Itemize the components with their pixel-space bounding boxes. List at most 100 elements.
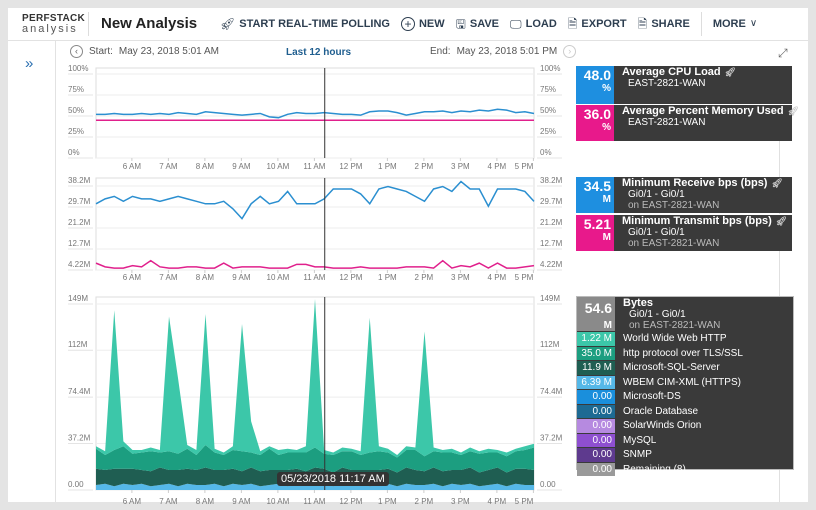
rocket-icon: 🚀︎ [220, 17, 236, 31]
legend-name: Bytes [623, 297, 653, 309]
legend-node: on EAST-2821-WAN [628, 238, 720, 249]
legend-row[interactable]: 0.00 MySQL [577, 432, 793, 447]
x-tick-label: 3 PM [451, 162, 470, 171]
rocket-icon[interactable]: 🚀︎ [724, 67, 737, 77]
divider [700, 12, 702, 36]
x-tick-label: 10 AM [267, 273, 290, 282]
collapse-icon[interactable]: ⤢ [778, 46, 788, 60]
legend-receive[interactable]: 34.5 M Minimum Receive bps (bps) 🚀︎ Gi0/1 -… [576, 177, 792, 213]
legend-row[interactable]: 0.00 Oracle Database [577, 403, 793, 418]
y-tick-label: 0% [68, 148, 80, 157]
divider [779, 66, 780, 502]
row-label: SolarWinds Orion [623, 420, 702, 431]
row-label: Remaining (8) [623, 463, 686, 475]
legend-name: Minimum Transmit bps (bps) [622, 215, 772, 227]
legend-unit: M [602, 232, 611, 243]
x-tick-label: 12 PM [339, 162, 362, 171]
legend-row[interactable]: 11.9 M Microsoft-SQL-Server [577, 360, 793, 375]
rocket-icon[interactable]: 🚀︎ [787, 106, 800, 116]
chevron-right-icon[interactable]: › [563, 45, 577, 58]
legend-interface: Gi0/1 - Gi0/1 [628, 189, 685, 200]
more-button[interactable]: MORE ∨ [713, 18, 757, 30]
start-time: ‹ Start: May 23, 2018 5:01 AM [70, 45, 219, 58]
x-tick-label: 7 AM [159, 162, 178, 171]
plus-circle-icon: + [400, 17, 415, 31]
y-tick-label-right: 12.7M [540, 239, 563, 248]
y-tick-label: 4.22M [68, 260, 91, 269]
start-label: Start: [89, 46, 113, 57]
y-tick-label-right: 74.4M [540, 387, 563, 396]
start-polling-button[interactable]: 🚀︎ START REAL-TIME POLLING [220, 18, 390, 30]
line-series-minimum-transmit-bps-bps- [95, 259, 535, 269]
x-tick-label: 5 PM [515, 497, 534, 506]
legend-name: Average CPU Load [622, 66, 721, 78]
legend-row[interactable]: 0.00 SolarWinds Orion [577, 418, 793, 433]
legend-value: 48.0 [583, 67, 611, 83]
load-button[interactable]: 🖵︎ LOAD [510, 18, 557, 30]
legend-node: EAST-2821-WAN [628, 78, 706, 89]
rocket-icon[interactable]: 🚀︎ [775, 216, 788, 226]
row-label: SNMP [623, 449, 652, 460]
legend-transmit[interactable]: 5.21 M Minimum Transmit bps (bps) 🚀︎ Gi0/1 … [576, 214, 792, 251]
rocket-icon[interactable]: 🚀︎ [771, 178, 783, 188]
legend-memory[interactable]: 36.0% Average Percent Memory Used 🚀︎ EAST-… [576, 104, 799, 141]
new-button[interactable]: + NEW [400, 17, 445, 31]
legend-bytes[interactable]: 54.6 M Bytes Gi0/1 - Gi0/1 on EAST-2821-WAN… [576, 296, 794, 476]
end-value[interactable]: May 23, 2018 5:01 PM [456, 46, 558, 57]
page-title: New Analysis [101, 15, 198, 32]
button-label: MORE [712, 18, 746, 30]
export-button[interactable]: 🗎︎ EXPORT [568, 18, 627, 30]
share-button[interactable]: 🗎︎ SHARE [638, 18, 690, 30]
expand-sidebar-icon[interactable]: » [25, 55, 34, 72]
legend-row[interactable]: 1.22 M World Wide Web HTTP [577, 331, 793, 346]
legend-unit: M [602, 194, 611, 205]
button-label: LOAD [525, 18, 557, 30]
legend-row[interactable]: 35.0 M http protocol over TLS/SSL [577, 345, 793, 360]
export-icon: 🗎︎ [567, 17, 578, 31]
legend-row[interactable]: 0.00 Remaining (8) [577, 461, 793, 476]
y-tick-label-right: 112M [540, 340, 560, 349]
save-button[interactable]: 🖫︎ SAVE [456, 18, 499, 30]
y-tick-label-right: 21.2M [540, 218, 563, 227]
legend-row[interactable]: 6.39 M WBEM CIM-XML (HTTPS) [577, 374, 793, 389]
plot-area [95, 177, 535, 271]
x-tick-label: 10 AM [267, 162, 290, 171]
x-tick-label: 5 PM [515, 273, 534, 282]
y-tick-label: 112M [68, 340, 88, 349]
legend-row[interactable]: 0.00 Microsoft-DS [577, 389, 793, 404]
chevron-left-icon[interactable]: ‹ [70, 45, 83, 58]
legend-unit: % [602, 83, 611, 94]
y-tick-label: 74.4M [68, 387, 91, 396]
y-tick-label-right: 4.22M [540, 260, 563, 269]
x-tick-label: 4 PM [488, 273, 507, 282]
button-label: SHARE [651, 18, 690, 30]
row-label: MySQL [623, 434, 657, 446]
y-tick-label: 100% [68, 64, 88, 73]
y-tick-label-right: 0.00 [540, 480, 556, 489]
row-value: 11.9 M [577, 361, 615, 375]
line-series-minimum-receive-bps-bps- [95, 180, 535, 220]
legend-value-box: 5.21 M [576, 215, 614, 251]
x-tick-label: 6 AM [123, 273, 142, 282]
y-tick-label: 38.2M [68, 176, 91, 185]
legend-value-box: 34.5 M [576, 177, 614, 213]
legend-cpu[interactable]: 48.0% Average CPU Load 🚀︎ EAST-2821-WAN [576, 66, 792, 106]
legend-name: Minimum Receive bps (bps) [622, 177, 768, 189]
legend-node: on EAST-2821-WAN [628, 200, 720, 211]
area-series-world-wide-web-http [96, 299, 534, 458]
x-tick-label: 8 AM [196, 273, 215, 282]
row-value: 0.00 [577, 419, 615, 433]
y-tick-label-right: 0% [540, 148, 552, 157]
x-tick-label: 3 PM [451, 497, 470, 506]
x-tick-label: 1 PM [378, 273, 397, 282]
time-range-selector[interactable]: Last 12 hours [286, 47, 352, 58]
x-tick-label: 7 AM [159, 273, 178, 282]
x-tick-label: 3 PM [451, 273, 470, 282]
legend-value: 54.6 [584, 300, 612, 316]
x-tick-label: 8 AM [196, 162, 215, 171]
legend-value: 5.21 [583, 216, 611, 232]
legend-row[interactable]: 0.00 SNMP [577, 447, 793, 462]
x-tick-label: 2 PM [415, 497, 434, 506]
logo: PERFSTACK [22, 13, 86, 24]
start-value[interactable]: May 23, 2018 5:01 AM [118, 46, 219, 57]
